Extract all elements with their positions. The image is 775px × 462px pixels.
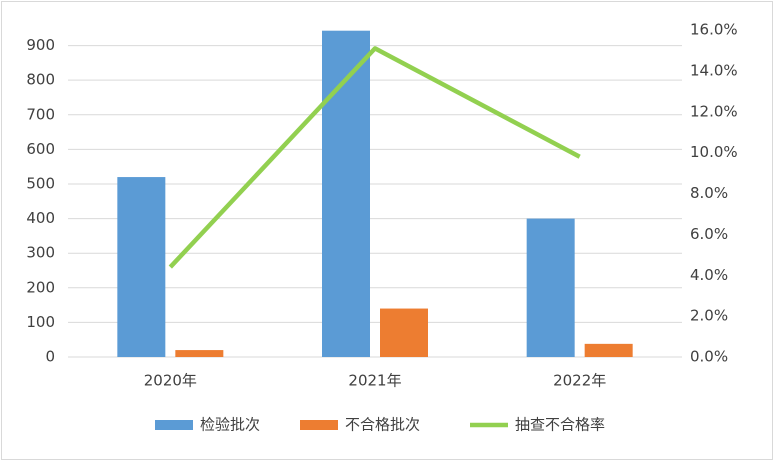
y-tick-label: 300 xyxy=(26,244,55,262)
bar xyxy=(526,218,575,357)
y-tick-label: 200 xyxy=(26,278,55,296)
legend-label: 检验批次 xyxy=(200,416,260,434)
y-tick-label: 100 xyxy=(26,313,55,331)
y2-tick-label: 4.0% xyxy=(690,266,728,284)
y-tick-label: 400 xyxy=(26,209,55,227)
line xyxy=(168,46,581,269)
bar xyxy=(117,177,166,357)
legend-label: 抽查不合格率 xyxy=(515,416,605,434)
y-tick-label: 800 xyxy=(26,71,55,89)
y2-tick-label: 16.0% xyxy=(690,21,738,39)
y-tick-label: 0 xyxy=(45,348,55,366)
y-tick-label: 700 xyxy=(26,105,55,123)
bar xyxy=(380,308,428,357)
y2-tick-label: 0.0% xyxy=(690,348,728,366)
bar xyxy=(175,350,224,357)
legend-swatch xyxy=(300,420,338,430)
y2-tick-label: 12.0% xyxy=(690,102,738,120)
y2-tick-label: 2.0% xyxy=(690,307,728,325)
x-tick-label: 2020年 xyxy=(144,372,197,390)
y2-tick-label: 10.0% xyxy=(690,143,738,161)
y2-tick-label: 6.0% xyxy=(690,225,728,243)
y2-tick-label: 8.0% xyxy=(690,184,728,202)
y-tick-label: 500 xyxy=(26,174,55,192)
bar xyxy=(322,30,370,357)
y-tick-label: 600 xyxy=(26,140,55,158)
legend-label: 不合格批次 xyxy=(345,416,420,434)
y2-tick-label: 14.0% xyxy=(690,61,738,79)
legend-swatch xyxy=(155,420,193,430)
bar xyxy=(584,343,633,357)
x-tick-label: 2022年 xyxy=(553,372,606,390)
x-tick-label: 2021年 xyxy=(348,372,401,390)
y-tick-label: 900 xyxy=(26,36,55,54)
